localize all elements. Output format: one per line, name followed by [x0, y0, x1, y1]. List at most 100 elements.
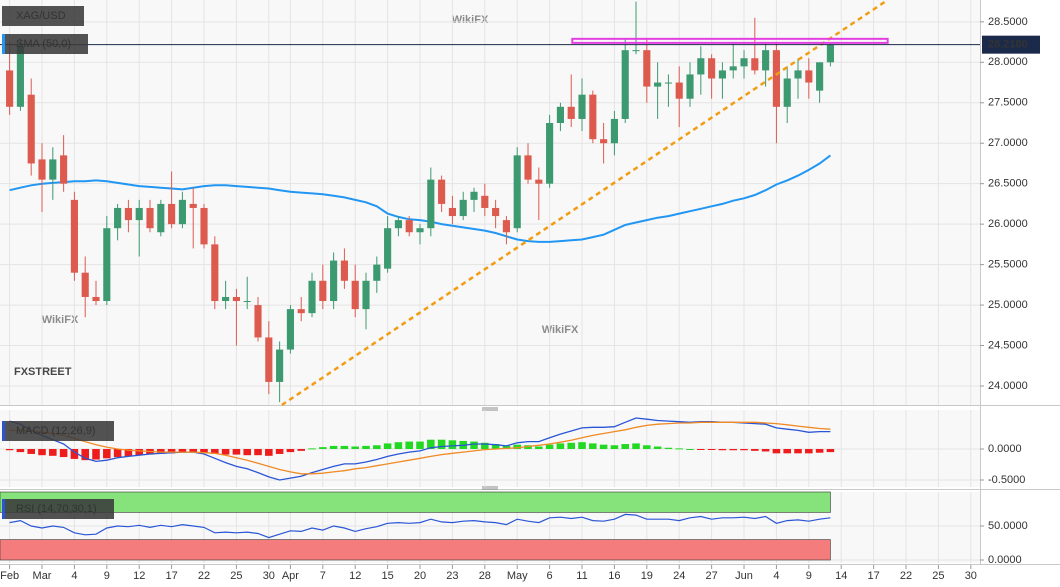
candle-body	[157, 203, 165, 233]
panel-label: SMA (50,0)	[16, 38, 71, 50]
candle-body	[546, 122, 554, 184]
candle-body	[384, 228, 392, 269]
candle-body	[632, 50, 640, 52]
candle-body	[481, 195, 489, 208]
candle-body	[675, 82, 683, 99]
histogram-bar	[221, 448, 230, 455]
histogram-bar	[794, 448, 802, 454]
label-accent	[2, 421, 5, 441]
histogram-bar	[664, 447, 673, 449]
histogram-bar	[319, 447, 327, 449]
candle-body	[394, 220, 402, 229]
histogram-bar	[740, 448, 748, 451]
histogram-bar	[329, 445, 338, 449]
candle-body	[610, 118, 618, 144]
candle-body	[405, 220, 413, 233]
y-tick-label: 27.5000	[988, 97, 1028, 109]
x-tick-label: 7	[320, 570, 326, 582]
candle-body	[265, 337, 273, 382]
candle-body	[697, 58, 705, 75]
histogram-bar	[189, 448, 197, 453]
candle-body	[124, 207, 132, 221]
histogram-bar	[265, 448, 273, 456]
histogram-bar	[545, 444, 554, 449]
histogram-bar	[103, 448, 111, 459]
histogram-bar	[16, 448, 25, 453]
histogram-bar	[113, 448, 122, 458]
histogram-bar	[632, 443, 640, 449]
histogram-bar	[124, 448, 133, 457]
watermark: WikiFX	[542, 324, 579, 336]
histogram-bar	[427, 439, 435, 449]
x-tick-label: 12	[133, 570, 145, 582]
histogram-bar	[826, 448, 835, 453]
x-tick-label: 4	[773, 570, 779, 582]
candle-body	[81, 272, 89, 297]
label-accent	[2, 499, 5, 519]
candle-body	[718, 70, 726, 79]
y-tick-label: 24.0000	[988, 380, 1028, 392]
histogram-bar	[383, 443, 392, 449]
candle-body	[297, 309, 305, 314]
x-tick-label: 9	[806, 570, 812, 582]
candle-body	[286, 309, 294, 350]
histogram-bar	[707, 448, 716, 450]
histogram-bar	[589, 443, 597, 449]
y-tick-label: 50.0000	[988, 520, 1028, 532]
x-tick-label: 22	[900, 570, 912, 582]
candle-body	[805, 70, 813, 83]
label-box	[2, 34, 88, 54]
candle-body	[254, 305, 262, 338]
candle-body	[38, 159, 46, 180]
panel-label: RSI (14,70,30,1)	[16, 503, 97, 515]
y-tick-label: 0.0000	[988, 554, 1022, 566]
candle-body	[772, 50, 780, 107]
candle-body	[783, 78, 791, 107]
candle-body	[643, 50, 651, 87]
label-box	[2, 421, 114, 441]
candle-body	[535, 179, 543, 184]
candle-body	[362, 280, 370, 310]
x-tick-label: 24	[673, 570, 685, 582]
x-tick-label: Jun	[735, 570, 753, 582]
x-tick-label: 25	[932, 570, 944, 582]
candle-body	[502, 220, 510, 233]
x-tick-label: 15	[381, 570, 393, 582]
y-tick-label: 28.5000	[988, 16, 1028, 28]
y-tick-label: 25.0000	[988, 299, 1028, 311]
x-tick-label: Apr	[282, 570, 299, 582]
trendline	[281, 0, 889, 407]
histogram-bar	[805, 448, 813, 454]
histogram-bar	[5, 448, 14, 451]
candle-body	[816, 62, 824, 91]
x-tick-label: 19	[641, 570, 653, 582]
histogram-bar	[772, 448, 781, 454]
resize-handle[interactable]	[482, 407, 498, 490]
sma-line	[9, 154, 831, 243]
histogram-bar	[491, 444, 500, 449]
histogram-bar	[297, 448, 305, 451]
x-tick-label: 23	[446, 570, 458, 582]
candle-body	[146, 207, 154, 229]
histogram-bar	[81, 448, 89, 461]
candle-body	[243, 301, 251, 303]
histogram-bar	[437, 439, 446, 449]
x-tick-label: May	[507, 570, 528, 582]
rsi-line	[9, 513, 831, 539]
x-tick-label: 17	[165, 570, 177, 582]
histogram-bar	[815, 448, 824, 453]
watermark-logo: FXSTREET	[14, 366, 72, 378]
resistance-zone	[571, 37, 889, 44]
histogram-bar	[535, 446, 543, 449]
histogram-bar	[351, 446, 359, 449]
histogram-bar	[59, 448, 68, 458]
macd-line	[9, 417, 831, 481]
candle-body	[492, 207, 500, 217]
candle-body	[470, 191, 478, 200]
x-tick-label: 28	[479, 570, 491, 582]
candle-body	[222, 296, 230, 302]
candle-body	[49, 159, 57, 180]
x-tick-label: 30	[965, 570, 977, 582]
histogram-bar	[38, 448, 46, 456]
